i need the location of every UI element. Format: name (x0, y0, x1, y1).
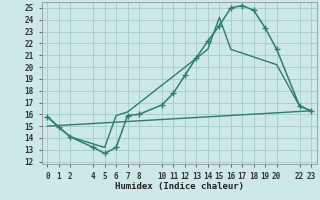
X-axis label: Humidex (Indice chaleur): Humidex (Indice chaleur) (115, 182, 244, 191)
